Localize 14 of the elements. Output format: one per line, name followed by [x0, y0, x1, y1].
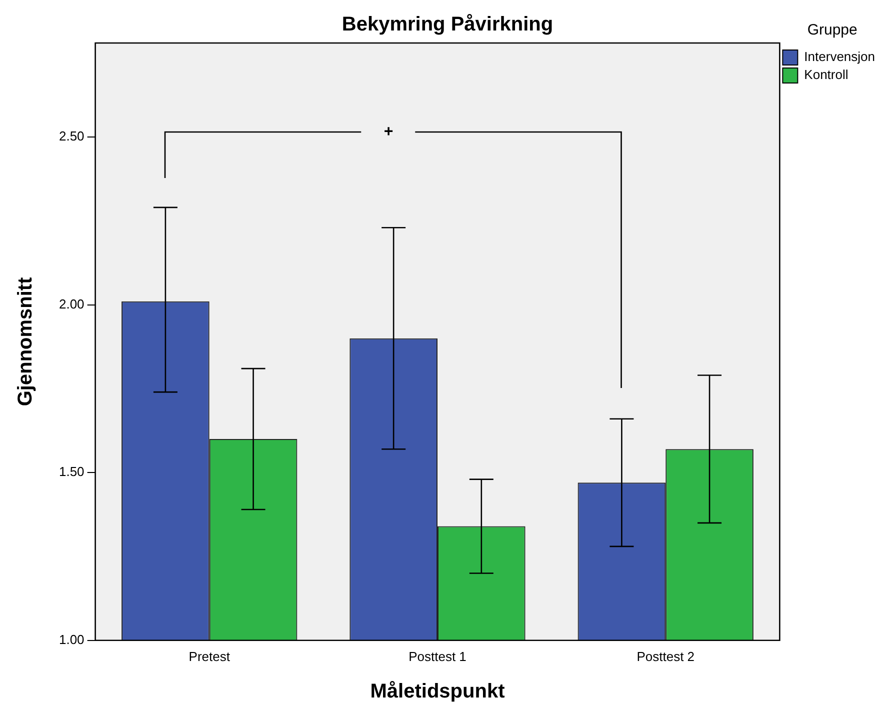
- y-axis-title: Gjennomsnitt: [14, 276, 37, 406]
- legend-title: Gruppe: [807, 22, 858, 39]
- y-tick-label: 2.50: [58, 128, 84, 144]
- x-tick-label: Posttest 1: [408, 648, 466, 664]
- annotation: +: [384, 123, 394, 140]
- y-tick-label: 2.00: [58, 296, 84, 312]
- x-tick-label: Posttest 2: [636, 648, 695, 664]
- x-tick-label: Pretest: [188, 648, 230, 664]
- legend-label: Kontroll: [804, 67, 848, 82]
- y-tick-label: 1.00: [58, 632, 84, 647]
- chart-title: Bekymring Påvirkning: [342, 14, 554, 36]
- legend-label: Intervensjon: [804, 49, 876, 64]
- y-tick-label: 1.50: [58, 464, 84, 480]
- x-axis-title: Måletidspunkt: [370, 680, 506, 703]
